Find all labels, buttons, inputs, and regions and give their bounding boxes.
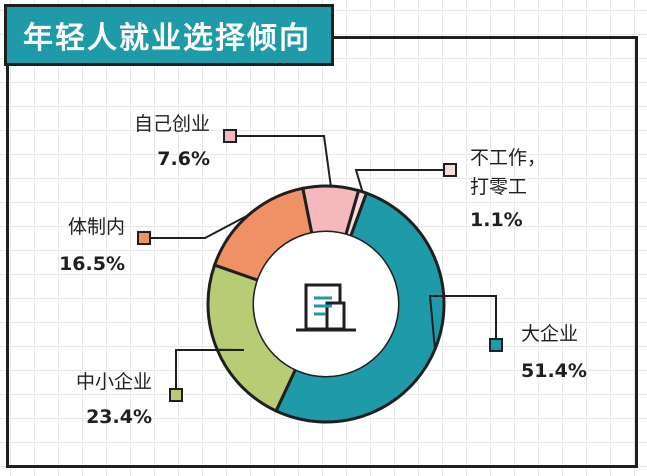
legend-marker	[443, 163, 457, 177]
chart-title: 年轻人就业选择倾向	[4, 4, 334, 66]
building-icon	[296, 283, 356, 332]
slice-label: 中小企业	[76, 371, 152, 393]
legend-marker	[137, 231, 151, 245]
slice-label: 自己创业	[134, 113, 210, 135]
slice-value-label: 1.1%	[470, 209, 523, 231]
slice-value-label: 23.4%	[86, 406, 152, 428]
slice-label: 大企业	[521, 323, 578, 345]
leader-line	[354, 169, 445, 193]
leader-line	[175, 348, 245, 390]
legend-marker	[169, 388, 183, 402]
slice-value-label: 7.6%	[157, 148, 210, 170]
slice-label: 不工作，	[470, 147, 546, 169]
slice-label: 体制内	[68, 216, 125, 238]
leader-line	[428, 295, 497, 350]
leader-line	[150, 214, 250, 239]
slice-label: 打零工	[470, 176, 527, 198]
legend-marker	[223, 129, 237, 143]
legend-marker	[489, 338, 503, 352]
slice-value-label: 51.4%	[521, 360, 587, 382]
slice-value-label: 16.5%	[59, 253, 125, 275]
leader-line	[237, 135, 332, 187]
